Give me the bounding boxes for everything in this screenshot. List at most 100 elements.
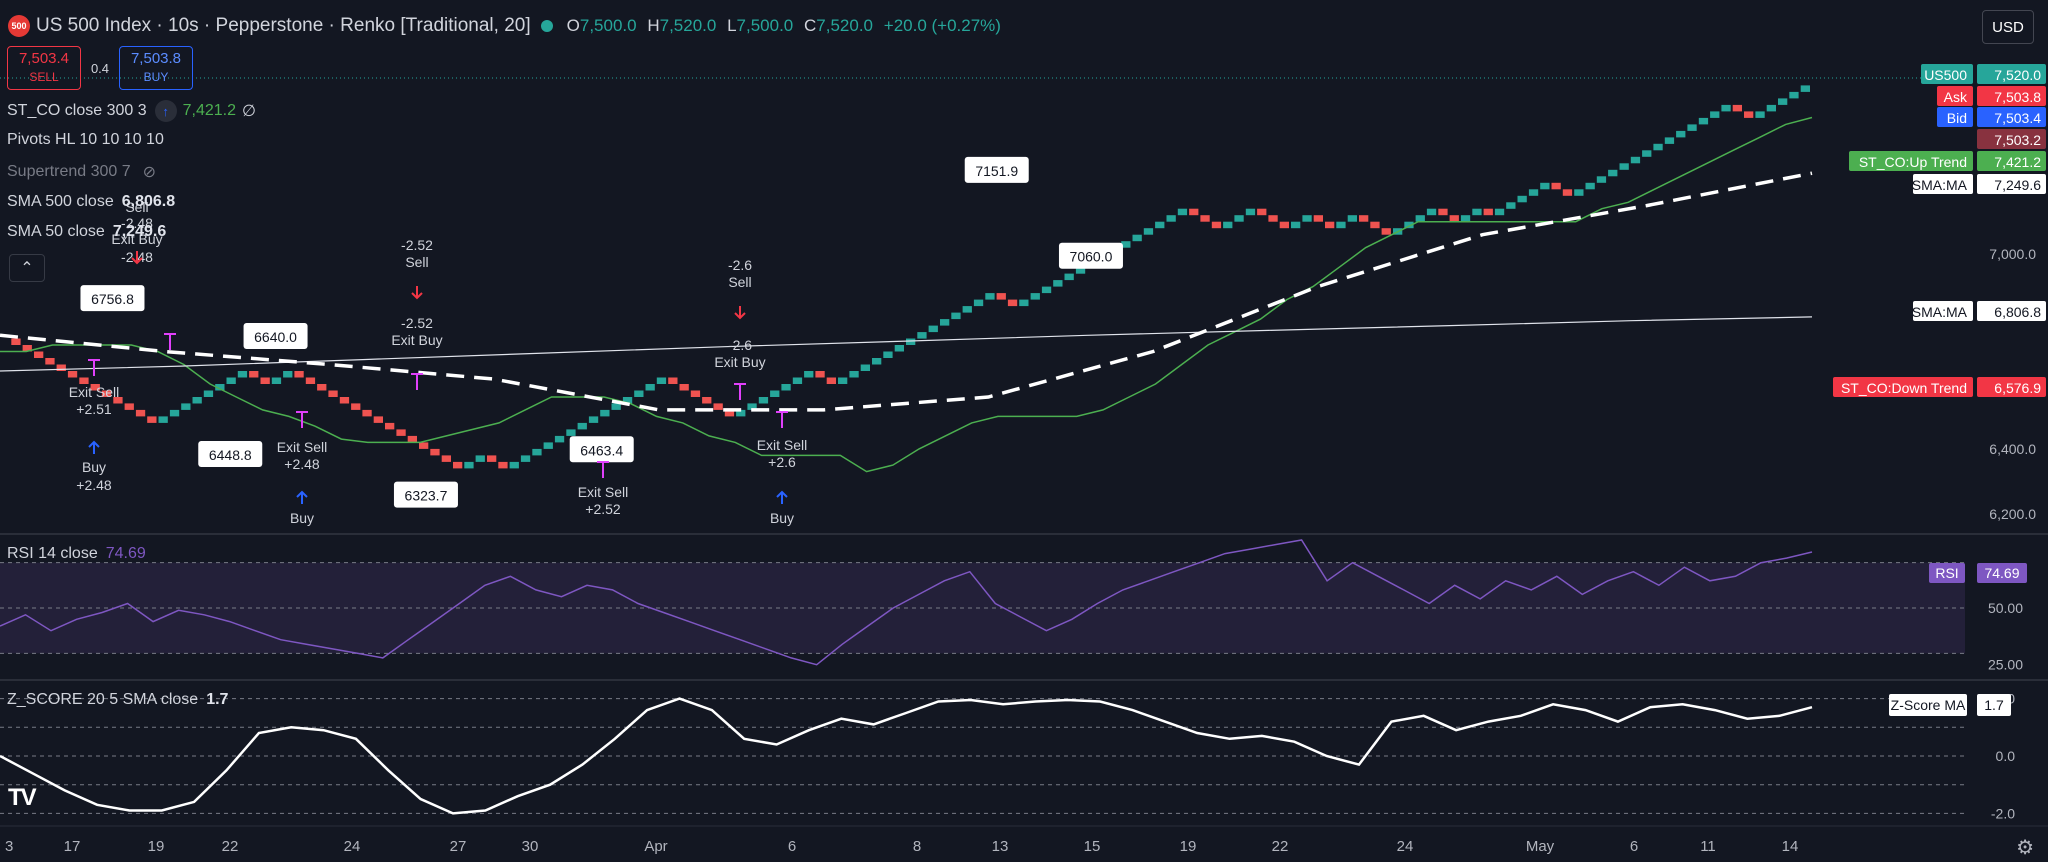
pivot-label: 6323.7 xyxy=(405,488,448,504)
buy-button[interactable]: 7,503.8 BUY xyxy=(119,46,193,90)
renko-brick-up xyxy=(804,371,814,378)
renko-brick-up xyxy=(1494,208,1505,216)
buy-arrow-icon xyxy=(776,490,788,504)
pivot-label: 6448.8 xyxy=(209,447,252,463)
renko-brick-down xyxy=(1279,221,1289,229)
rsi-band xyxy=(0,562,1965,654)
renko-brick-up xyxy=(1528,189,1539,196)
price-label-value: 6,576.9 xyxy=(1994,380,2041,396)
renko-brick-down xyxy=(1189,208,1199,216)
renko-brick-up xyxy=(656,377,667,384)
price-label-name: SMA:MA xyxy=(1912,177,1968,193)
renko-brick-up xyxy=(1664,137,1675,144)
price-label-name-box xyxy=(1913,174,1973,194)
renko-brick-up xyxy=(1166,215,1176,222)
renko-brick-up xyxy=(894,345,904,352)
renko-brick-up xyxy=(464,461,474,469)
price-label-value: 7,503.8 xyxy=(1994,89,2041,105)
legend-zscore[interactable]: Z_SCORE 20 5 SMA close 1.7 xyxy=(7,691,229,708)
renko-brick-down xyxy=(679,384,689,391)
renko-brick-down xyxy=(407,435,417,443)
renko-brick-up xyxy=(1245,208,1256,216)
pivot-label: 6640.0 xyxy=(254,329,297,345)
renko-brick-up xyxy=(973,299,984,307)
gear-icon[interactable]: ⚙ xyxy=(2016,837,2034,859)
collapse-legend-button[interactable]: ⌃ xyxy=(9,254,45,282)
renko-brick-up xyxy=(588,416,599,423)
signal-label: Exit Sell xyxy=(578,484,629,500)
renko-brick-up xyxy=(237,371,248,378)
x-tick-label: 14 xyxy=(1782,838,1799,855)
renko-brick-up xyxy=(226,377,236,384)
renko-brick-up xyxy=(849,371,859,378)
x-tick-label: 19 xyxy=(1180,838,1197,855)
price-label-value-box xyxy=(1977,86,2046,106)
renko-brick-down xyxy=(90,384,100,391)
exit-signal-icon xyxy=(296,411,308,428)
legend-pivots[interactable]: Pivots HL 10 10 10 10 xyxy=(7,131,164,148)
price-label-value-box xyxy=(1977,377,2046,397)
renko-brick-up xyxy=(951,312,961,320)
renko-brick-down xyxy=(339,397,350,404)
hidden-eye-icon[interactable]: ⊘ xyxy=(142,164,157,181)
pivot-label-box xyxy=(569,436,634,463)
alert-arrow-icon[interactable]: ↑ xyxy=(154,100,177,122)
renko-brick-down xyxy=(124,403,134,410)
renko-brick-up xyxy=(1698,117,1709,125)
y-tick-label: 7,000.0 xyxy=(1989,246,2036,262)
signal-label: Exit Buy xyxy=(714,354,765,370)
legend-sma500[interactable]: SMA 500 close 6,806.8 xyxy=(7,193,176,210)
legend-supertrend[interactable]: Supertrend 300 7 ⊘ xyxy=(7,163,157,181)
signal-label: Buy xyxy=(290,510,314,526)
renko-brick-up xyxy=(283,371,293,378)
ohlc-readout: O7,500.0 H7,520.0 L7,500.0 C7,520.0 +20.… xyxy=(566,16,1001,35)
price-label-value-box xyxy=(1977,694,2011,716)
x-tick-label: 22 xyxy=(222,838,239,855)
renko-brick-up xyxy=(1472,208,1482,216)
legend-sma50[interactable]: SMA 50 close 7,249.6 xyxy=(7,223,167,240)
renko-brick-up xyxy=(1766,104,1776,112)
renko-brick-up xyxy=(1064,273,1074,281)
renko-brick-up xyxy=(1596,176,1607,183)
renko-brick-up xyxy=(1347,215,1357,222)
renko-brick-down xyxy=(1257,208,1267,216)
legend-rsi[interactable]: RSI 14 close 74.69 xyxy=(7,545,146,562)
x-tick-label: May xyxy=(1526,838,1555,855)
renko-brick-down xyxy=(1381,228,1391,235)
price-label-name-box xyxy=(1937,86,1973,106)
renko-brick-up xyxy=(158,416,168,423)
sell-button[interactable]: 7,503.4 SELL xyxy=(7,46,81,90)
renko-brick-down xyxy=(56,364,66,371)
renko-brick-up xyxy=(1755,111,1765,118)
currency-select[interactable]: USD xyxy=(1982,10,2034,44)
renko-brick-up xyxy=(1223,221,1233,229)
renko-brick-down xyxy=(1313,215,1323,222)
sma500-line xyxy=(0,316,1813,372)
pivot-label-box xyxy=(1058,242,1123,269)
renko-brick-down xyxy=(249,371,259,378)
legend-st-co[interactable]: ST_CO close 300 3 ↑ 7,421.2 ∅ xyxy=(7,100,256,122)
renko-brick-down xyxy=(1562,189,1573,196)
signal-label: -2.6 xyxy=(728,257,752,273)
renko-brick-up xyxy=(554,435,565,443)
signal-label: -2.48 xyxy=(121,215,153,231)
renko-brick-down xyxy=(135,409,146,417)
pivot-label-box xyxy=(393,481,458,508)
renko-brick-down xyxy=(294,371,304,378)
renko-brick-up xyxy=(215,384,225,391)
tradingview-logo-icon: TV xyxy=(8,784,37,811)
renko-brick-up xyxy=(611,403,621,410)
chart-title[interactable]: US 500 Index · 10s · Pepperstone · Renko… xyxy=(36,15,531,36)
price-label-name-box xyxy=(1889,694,1967,716)
renko-brick-up xyxy=(985,293,995,300)
renko-brick-down xyxy=(1200,215,1210,222)
signal-label: +2.51 xyxy=(76,401,112,417)
renko-brick-down xyxy=(22,345,32,352)
renko-brick-up xyxy=(1302,215,1312,222)
renko-brick-up xyxy=(872,358,882,365)
renko-brick-up xyxy=(792,377,803,384)
renko-brick-up xyxy=(1653,143,1663,151)
x-tick-label: 22 xyxy=(1272,838,1289,855)
renko-brick-down xyxy=(668,377,678,384)
